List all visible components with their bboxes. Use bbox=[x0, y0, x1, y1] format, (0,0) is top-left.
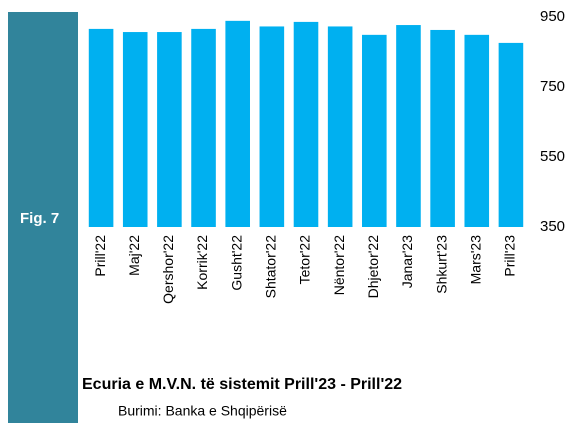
x-tick-label: Korrik'22 bbox=[194, 235, 210, 290]
bar bbox=[122, 32, 148, 227]
bar bbox=[396, 25, 421, 227]
x-tick-label: Shtator'22 bbox=[263, 235, 279, 299]
bar bbox=[430, 29, 455, 228]
y-tick-label: 350 bbox=[540, 218, 565, 235]
bar bbox=[498, 42, 524, 228]
bar bbox=[259, 26, 285, 228]
bar bbox=[327, 26, 353, 228]
bar bbox=[191, 28, 216, 228]
x-tick-label: Qershor'22 bbox=[160, 235, 176, 304]
x-tick-label: Shkurt'23 bbox=[433, 235, 449, 294]
bar bbox=[225, 20, 250, 227]
bar bbox=[362, 34, 387, 227]
y-tick-label: 750 bbox=[540, 78, 565, 95]
x-tick-label: Prill'22 bbox=[92, 235, 108, 277]
y-tick-label: 550 bbox=[540, 148, 565, 165]
source: Burimi: Banka e Shqipërisë bbox=[118, 403, 287, 419]
chart-title: Ecuria e M.V.N. të sistemit Prill'23 - P… bbox=[82, 376, 402, 393]
x-tick-label: Nëntor'22 bbox=[331, 235, 347, 295]
x-tick-label: Mars'23 bbox=[467, 235, 483, 285]
x-tick-label: Maj'22 bbox=[126, 235, 142, 276]
x-tick-label: Gusht'22 bbox=[228, 235, 244, 291]
x-tick-label: Tetor'22 bbox=[297, 235, 313, 285]
figure-label: Fig. 7 bbox=[20, 210, 59, 227]
x-tick-label: Janar'23 bbox=[399, 235, 415, 288]
bar bbox=[157, 32, 182, 227]
x-tick-label: Dhjetor'22 bbox=[365, 235, 381, 299]
x-tick-label: Prill'23 bbox=[502, 235, 518, 277]
bar bbox=[293, 21, 319, 228]
bar bbox=[88, 28, 114, 228]
bar bbox=[464, 34, 490, 227]
sidebar bbox=[8, 12, 78, 423]
y-tick-label: 950 bbox=[540, 8, 565, 25]
